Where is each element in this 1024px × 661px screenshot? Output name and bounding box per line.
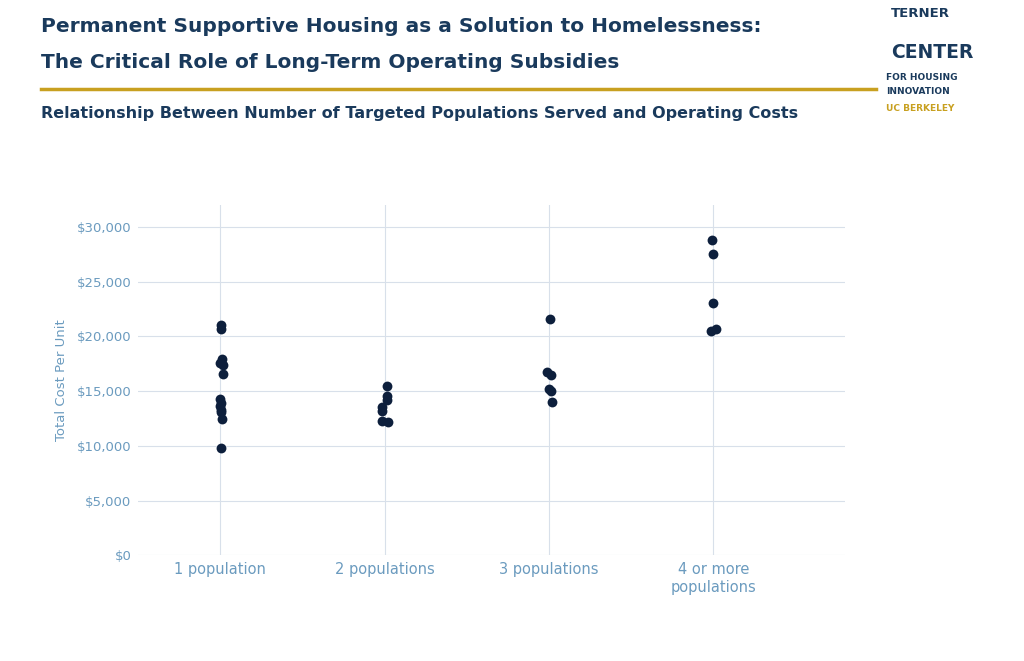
Point — [705, 249, 721, 260]
Point — [703, 235, 720, 245]
Text: TERNER: TERNER — [891, 7, 950, 20]
Text: The Critical Role of Long-Term Operating Subsidies: The Critical Role of Long-Term Operating… — [41, 53, 620, 72]
Point — [214, 354, 230, 365]
Text: INNOVATION: INNOVATION — [886, 87, 949, 97]
Point — [379, 380, 395, 391]
Point — [374, 405, 390, 416]
Y-axis label: Total Cost Per Unit: Total Cost Per Unit — [55, 319, 69, 441]
Point — [213, 407, 229, 417]
Point — [214, 414, 230, 425]
Point — [213, 443, 229, 453]
Point — [212, 401, 228, 412]
Point — [213, 398, 229, 408]
Point — [213, 405, 229, 415]
Point — [378, 391, 394, 402]
Point — [215, 368, 231, 379]
Point — [211, 357, 227, 368]
Point — [708, 323, 724, 334]
Text: CENTER: CENTER — [891, 43, 973, 62]
Point — [539, 367, 555, 377]
Point — [215, 360, 231, 370]
Point — [702, 325, 719, 336]
Text: Relationship Between Number of Targeted Populations Served and Operating Costs: Relationship Between Number of Targeted … — [41, 106, 798, 121]
Point — [543, 386, 559, 397]
Point — [542, 313, 558, 324]
Point — [213, 320, 229, 330]
Text: UC BERKELEY: UC BERKELEY — [886, 104, 954, 114]
Point — [212, 393, 228, 404]
Point — [544, 397, 560, 407]
Point — [379, 416, 395, 427]
Point — [543, 369, 559, 380]
Point — [374, 402, 390, 412]
Text: Permanent Supportive Housing as a Solution to Homelessness:: Permanent Supportive Housing as a Soluti… — [41, 17, 762, 36]
Point — [379, 395, 395, 405]
Text: FOR HOUSING: FOR HOUSING — [886, 73, 957, 82]
Point — [212, 323, 228, 334]
Point — [541, 383, 557, 394]
Point — [706, 298, 722, 309]
Point — [374, 415, 390, 426]
